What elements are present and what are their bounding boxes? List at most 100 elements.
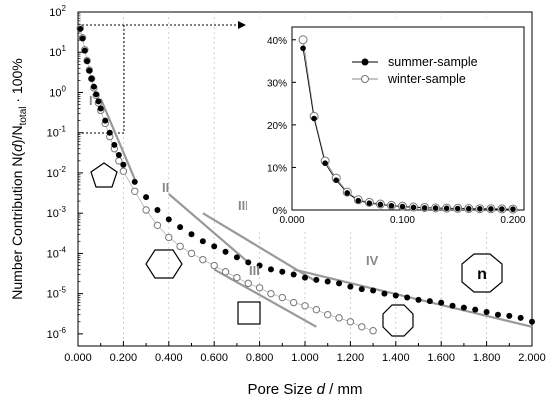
x-tick-label: 2.000: [518, 352, 546, 364]
summer-sample-point: [77, 25, 84, 32]
winter-sample-point: [221, 268, 230, 276]
x-tick-label: 1.400: [382, 352, 410, 364]
winter-sample-point: [301, 302, 309, 310]
inset-y-tick-label: 10%: [267, 163, 287, 174]
winter-sample-point: [142, 206, 150, 214]
x-tick-label: 1.000: [291, 352, 319, 364]
summer-sample-point: [404, 294, 411, 301]
summer-sample-point: [93, 91, 100, 98]
label-region-I: I: [89, 93, 93, 108]
summer-sample-point: [324, 278, 331, 285]
x-tick-label: 1.600: [427, 352, 455, 364]
summer-sample-point: [290, 271, 297, 278]
winter-sample-point: [176, 242, 184, 251]
summer-sample-point: [529, 318, 535, 325]
summer-sample-point: [84, 58, 91, 65]
summer-sample-point: [267, 266, 274, 273]
summer-sample-point: [131, 178, 138, 185]
summer-sample-point: [177, 224, 184, 231]
summer-sample-point: [165, 216, 172, 223]
inset-summer-point: [499, 206, 505, 212]
summer-sample-point: [106, 129, 113, 136]
inset-x-tick-label: 0.100: [390, 215, 415, 226]
summer-sample-point: [245, 259, 252, 266]
summer-sample-point: [115, 151, 122, 158]
winter-sample-point: [346, 318, 355, 326]
summer-sample-point: [302, 274, 308, 281]
winter-sample-point: [210, 261, 218, 270]
summer-sample-point: [79, 35, 86, 42]
fit-line: [293, 268, 533, 328]
inset-y-tick-label: 20%: [267, 121, 287, 132]
y-tick-label: 10-6: [47, 326, 67, 341]
inset-summer-point: [399, 203, 406, 210]
summer-sample-point: [506, 312, 513, 319]
x-tick-label: 1.200: [337, 352, 365, 364]
inset-summer-point: [355, 197, 362, 204]
inset-summer-point: [432, 205, 439, 211]
y-tick-label: 10-2: [47, 165, 67, 180]
hexagon-icon: [145, 249, 183, 279]
winter-sample-point: [278, 293, 286, 302]
summer-sample-point: [347, 283, 354, 290]
summer-sample-point: [143, 194, 150, 201]
inset-summer-point: [333, 177, 339, 184]
summer-sample-point: [460, 304, 467, 311]
winter-sample-point: [358, 323, 366, 331]
data-series: [76, 24, 535, 335]
fit-line: [213, 268, 317, 328]
winter-sample-point: [324, 310, 332, 319]
summer-sample-point: [233, 254, 240, 261]
summer-sample-point: [370, 287, 377, 294]
winter-sample-point: [255, 284, 264, 292]
inset-summer-point: [465, 205, 472, 212]
summer-sample-point: [188, 231, 195, 238]
summer-sample-point: [313, 276, 320, 283]
label-region-IV: IV: [366, 253, 379, 268]
x-tick-label: 1.800: [473, 352, 501, 364]
summer-sample-point: [381, 290, 388, 297]
summer-sample-point: [111, 141, 118, 148]
inset-x-tick-label: 0.000: [279, 215, 304, 226]
summer-sample-point: [154, 206, 161, 213]
y-tick-label: 10-5: [47, 286, 67, 301]
fit-line: [168, 193, 249, 264]
inset-chart: 0.000 0.100 0.200 0% 10% 20% 30% 40% summer-sam…: [247, 18, 530, 232]
winter-sample-point: [369, 327, 377, 335]
summer-sample-point: [483, 308, 490, 315]
fit-line: [99, 98, 136, 180]
summer-sample-point: [256, 262, 263, 269]
x-axis-label: Pore Size d / mm: [247, 381, 362, 398]
winter-sample-point: [131, 187, 139, 195]
summer-sample-point: [90, 83, 97, 90]
summer-sample-point: [222, 248, 229, 255]
winter-sample-point: [165, 233, 173, 242]
summer-sample-point: [358, 286, 365, 293]
summer-sample-point: [279, 268, 286, 275]
square-icon: [237, 301, 261, 325]
zoom-indicator: [78, 24, 238, 134]
summer-sample-point: [472, 306, 479, 313]
inset-summer-point: [410, 204, 417, 211]
y-tick-label: 10-1: [47, 125, 67, 140]
winter-sample-point: [335, 314, 343, 322]
inset-summer-point: [510, 206, 516, 212]
y-tick-label: 100: [49, 84, 66, 99]
winter-sample-point: [289, 298, 298, 307]
summer-sample-point: [81, 47, 88, 54]
fit-lines: [99, 98, 533, 328]
x-tick-label: 0.000: [64, 352, 92, 364]
inset-winter-point: [298, 35, 308, 45]
y-axis-ticks: 10-6 10-5 10-4 10-3 10-2 10-1 100 101 102: [47, 4, 83, 341]
inset-summer-point: [477, 206, 483, 212]
winter-sample-point: [312, 305, 321, 314]
summer-sample-point: [102, 117, 109, 124]
inset-summer-point: [300, 45, 306, 52]
inset-summer-point: [377, 201, 384, 208]
x-tick-label: 0.200: [110, 352, 138, 364]
y-tick-label: 10-4: [47, 245, 67, 260]
x-tick-label: 0.800: [246, 352, 274, 364]
summer-sample-point: [97, 105, 104, 112]
summer-sample-point: [494, 311, 501, 318]
